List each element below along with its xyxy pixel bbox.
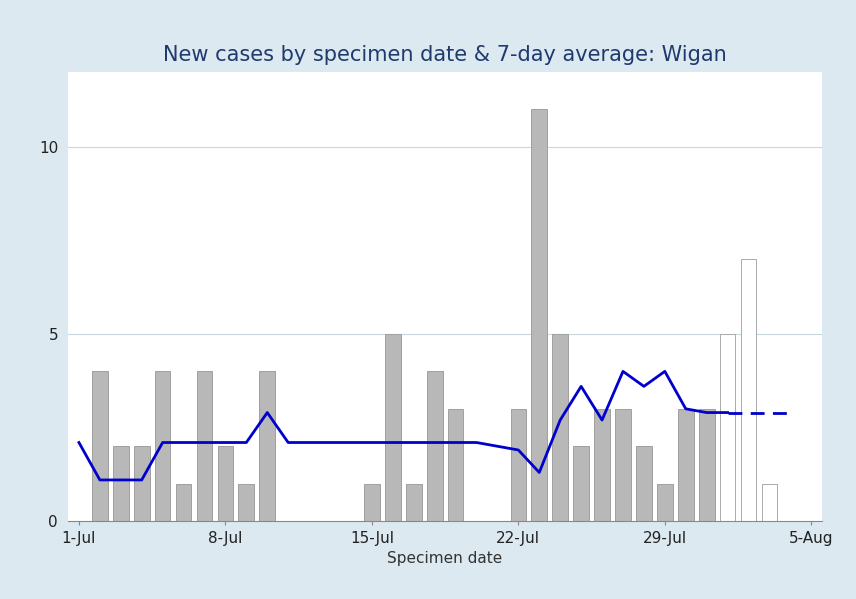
Title: New cases by specimen date & 7-day average: Wigan: New cases by specimen date & 7-day avera… xyxy=(163,45,727,65)
Bar xyxy=(636,446,651,521)
Bar xyxy=(657,484,673,521)
Bar xyxy=(197,371,212,521)
Bar xyxy=(364,484,380,521)
Bar xyxy=(532,109,547,521)
Bar xyxy=(134,446,150,521)
Bar xyxy=(762,484,777,521)
X-axis label: Specimen date: Specimen date xyxy=(388,552,502,567)
Bar xyxy=(155,371,170,521)
Bar xyxy=(552,334,568,521)
Bar xyxy=(239,484,254,521)
Bar xyxy=(574,446,589,521)
Bar xyxy=(175,484,192,521)
Bar xyxy=(448,409,463,521)
Bar xyxy=(217,446,233,521)
Bar xyxy=(510,409,526,521)
Bar xyxy=(385,334,401,521)
Bar xyxy=(427,371,443,521)
Bar xyxy=(698,409,715,521)
Bar xyxy=(406,484,421,521)
Bar xyxy=(92,371,108,521)
Bar xyxy=(615,409,631,521)
Bar xyxy=(259,371,275,521)
Bar xyxy=(594,409,609,521)
Bar xyxy=(720,334,735,521)
Bar xyxy=(113,446,128,521)
Bar xyxy=(740,259,757,521)
Bar xyxy=(678,409,693,521)
